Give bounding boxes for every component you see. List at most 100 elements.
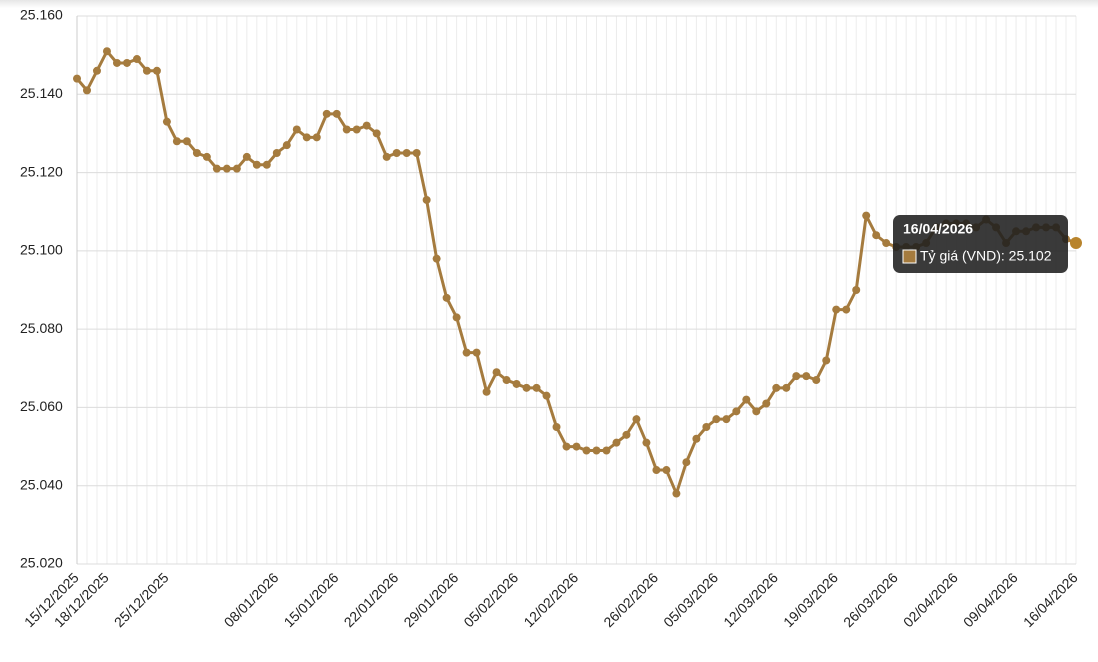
point [452, 313, 461, 322]
point [862, 211, 871, 220]
point [262, 160, 271, 169]
point [552, 423, 561, 431]
point [882, 239, 891, 248]
y-tick-label: 25.060 [20, 398, 63, 414]
point [492, 368, 501, 377]
y-tick-label: 25.100 [20, 242, 63, 258]
tooltip-text: Tỷ giá (VND): 25.102 [920, 248, 1052, 264]
point [632, 415, 641, 424]
point [682, 458, 691, 467]
x-tick-label: 12/02/2026 [520, 569, 581, 630]
point [202, 152, 211, 161]
point [272, 149, 281, 157]
point [162, 117, 171, 126]
point [692, 434, 701, 443]
point [542, 391, 551, 400]
point [112, 58, 121, 67]
point [432, 254, 441, 263]
point [372, 129, 381, 138]
point [212, 164, 221, 173]
point [622, 430, 631, 439]
point [252, 160, 261, 169]
point [482, 387, 491, 396]
point [412, 149, 421, 157]
y-tick-label: 25.020 [20, 555, 63, 571]
point [292, 125, 301, 134]
axis-labels: 25.020 25.040 25.060 25.080 25.100 25.120 25.1… [20, 7, 1081, 631]
point [642, 438, 651, 447]
tooltip-box [893, 215, 1068, 273]
point [742, 395, 751, 404]
point [712, 415, 721, 424]
y-tick-label: 25.160 [20, 7, 63, 23]
point [172, 137, 181, 146]
point [462, 348, 471, 357]
x-tick-label: 09/04/2026 [960, 569, 1021, 630]
point [822, 356, 831, 365]
point [152, 66, 161, 75]
y-tick-label: 25.140 [20, 85, 63, 101]
point [352, 125, 361, 134]
point [332, 109, 341, 118]
point [872, 231, 881, 240]
point [73, 74, 81, 83]
x-tick-label: 05/03/2026 [660, 569, 721, 630]
x-tick-label: 15/01/2026 [281, 569, 342, 630]
point [192, 149, 201, 157]
point [852, 286, 861, 294]
x-tick-label: 08/01/2026 [221, 569, 282, 630]
point [512, 379, 521, 388]
point [812, 376, 821, 385]
point [752, 407, 761, 416]
tooltip-title: 16/04/2026 [903, 221, 973, 237]
point [832, 305, 841, 314]
point [122, 58, 131, 67]
x-tick-label: 12/03/2026 [720, 569, 781, 630]
x-tick-label: 26/03/2026 [840, 569, 901, 630]
point [612, 438, 621, 447]
point [602, 446, 611, 455]
x-tick-label: 25/12/2025 [111, 569, 172, 630]
point [762, 399, 771, 408]
point [582, 446, 591, 455]
point [782, 383, 791, 392]
point [82, 86, 91, 95]
point [442, 293, 451, 302]
point [422, 195, 431, 204]
point [662, 466, 671, 475]
point [562, 442, 571, 451]
point [702, 423, 711, 431]
point [322, 109, 331, 118]
tooltip-swatch [902, 249, 917, 264]
point [792, 372, 801, 381]
point [502, 376, 511, 385]
point [772, 383, 781, 392]
point [1070, 237, 1082, 250]
point [232, 164, 241, 173]
point [132, 55, 141, 64]
x-tick-label: 29/01/2026 [400, 569, 461, 630]
point [92, 66, 101, 75]
x-tick-label: 19/03/2026 [780, 569, 841, 630]
point [242, 152, 251, 161]
point [672, 489, 681, 498]
point [312, 133, 321, 142]
grid [76, 15, 1077, 565]
point [592, 446, 601, 455]
y-tick-label: 25.040 [20, 476, 63, 492]
point [472, 348, 481, 357]
point [362, 121, 371, 130]
x-tick-label: 16/04/2026 [1020, 569, 1081, 630]
point [402, 149, 411, 157]
point [142, 66, 151, 75]
x-tick-label: 02/04/2026 [900, 569, 961, 630]
point [222, 164, 231, 173]
x-tick-label: 26/02/2026 [600, 569, 661, 630]
y-tick-label: 25.080 [20, 320, 63, 336]
tooltip: 16/04/2026 Tỷ giá (VND): 25.102 [893, 215, 1068, 273]
x-tick-label: 05/02/2026 [460, 569, 521, 630]
point [282, 141, 291, 150]
point [842, 305, 851, 314]
